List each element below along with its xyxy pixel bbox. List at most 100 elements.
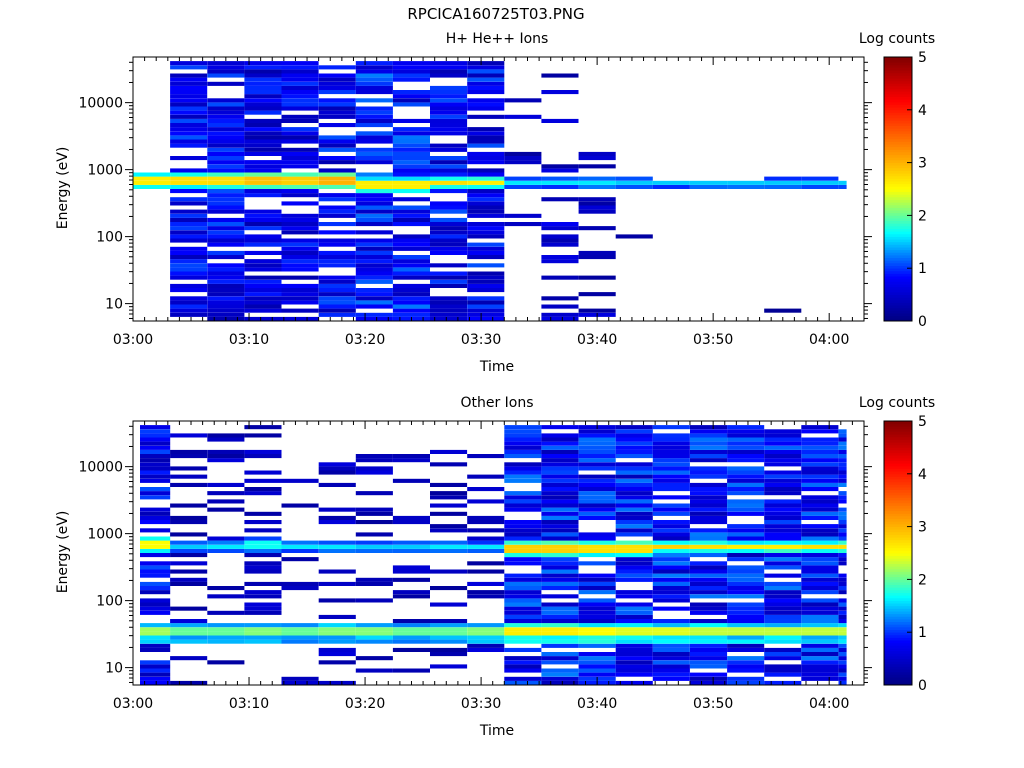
heatmap-cell <box>467 135 505 140</box>
heatmap-cell <box>244 478 282 483</box>
heatmap-cell <box>615 449 653 454</box>
heatmap-cell <box>541 610 579 615</box>
heatmap-cell <box>318 102 356 107</box>
colorbar-swatch <box>884 57 912 61</box>
heatmap-cell <box>652 548 690 553</box>
heatmap-cell <box>801 540 839 545</box>
colorbar-swatch <box>884 212 912 216</box>
colorbar-swatch <box>884 144 912 148</box>
heatmap-cell <box>392 143 430 148</box>
heatmap-cell <box>244 520 282 525</box>
heatmap-cell <box>764 503 802 508</box>
heatmap-cell <box>615 503 653 508</box>
heatmap-cell <box>244 139 282 144</box>
heatmap-cell <box>281 296 319 301</box>
heatmap-cell <box>244 217 282 222</box>
heatmap-cell <box>801 676 839 681</box>
heatmap-cell <box>838 544 847 549</box>
colorbar-swatch <box>884 257 912 261</box>
colorbar-swatch <box>884 481 912 485</box>
colorbar-swatch <box>884 260 912 264</box>
heatmap-cell <box>615 594 653 599</box>
heatmap-cell <box>318 73 356 78</box>
colorbar-swatch <box>884 645 912 649</box>
heatmap-cell <box>504 660 542 665</box>
heatmap-cell <box>838 536 847 541</box>
heatmap-cell <box>467 631 505 636</box>
heatmap-cell <box>652 180 690 185</box>
heatmap-cell <box>801 573 839 578</box>
heatmap-cell <box>430 263 468 268</box>
colorbar-swatch <box>884 576 912 580</box>
heatmap-cell <box>318 250 356 255</box>
heatmap-cell <box>801 639 839 644</box>
colorbar-swatch <box>884 207 912 211</box>
heatmap-cell <box>690 507 728 512</box>
heatmap-cell <box>541 635 579 640</box>
heatmap-cell <box>392 222 430 227</box>
heatmap-cell <box>430 180 468 185</box>
heatmap-cell <box>467 250 505 255</box>
heatmap-cell <box>727 544 765 549</box>
heatmap-cell <box>467 168 505 173</box>
heatmap-cell <box>140 495 171 500</box>
heatmap-cell <box>430 114 468 119</box>
heatmap-cell <box>355 255 393 260</box>
colorbar-swatch <box>884 75 912 79</box>
heatmap-cell <box>541 491 579 496</box>
heatmap-cell <box>244 296 282 301</box>
colorbar-swatch <box>884 487 912 491</box>
heatmap-cell <box>467 242 505 247</box>
heatmap-cell <box>392 118 430 123</box>
heatmap-cell <box>690 474 728 479</box>
heatmap-cell <box>392 61 430 66</box>
colorbar-swatch <box>884 560 912 564</box>
heatmap-cell <box>504 429 542 434</box>
heatmap-cell <box>207 172 245 177</box>
heatmap-cell <box>541 614 579 619</box>
colorbar-swatch <box>884 600 912 604</box>
colorbar-swatch <box>884 568 912 572</box>
heatmap-cell <box>244 234 282 239</box>
heatmap-cell <box>281 106 319 111</box>
heatmap-cell <box>430 94 468 99</box>
heatmap-cell <box>727 507 765 512</box>
heatmap-cell <box>467 316 505 321</box>
heatmap-cell <box>467 647 505 652</box>
heatmap-cell <box>504 213 542 218</box>
colorbar-swatch <box>884 473 912 477</box>
heatmap-cell <box>615 544 653 549</box>
colorbar-swatch <box>884 428 912 432</box>
heatmap-cell <box>170 454 208 459</box>
colorbar-swatch <box>884 223 912 227</box>
colorbar-swatch <box>884 265 912 269</box>
heatmap-cell <box>467 65 505 70</box>
heatmap-cell <box>504 639 542 644</box>
heatmap-cell <box>207 73 245 78</box>
heatmap-cell <box>838 445 847 450</box>
heatmap-cell <box>207 308 245 313</box>
heatmap-cell <box>207 300 245 305</box>
heatmap-cell <box>690 495 728 500</box>
heatmap-cell <box>392 242 430 247</box>
heatmap-cell <box>467 102 505 107</box>
colorbar-swatch <box>884 679 912 683</box>
heatmap-cell <box>207 135 245 140</box>
heatmap-cell <box>430 312 468 317</box>
heatmap-cell <box>578 255 616 260</box>
heatmap-cell <box>764 627 802 632</box>
heatmap-cell <box>392 283 430 288</box>
y-tick-label: 1000 <box>87 527 123 543</box>
heatmap-cell <box>578 635 616 640</box>
heatmap-cell <box>318 168 356 173</box>
heatmap-cell <box>467 520 505 525</box>
colorbar-swatch <box>884 502 912 506</box>
heatmap-cell <box>541 507 579 512</box>
heatmap-cell <box>467 139 505 144</box>
colorbar-swatch <box>884 658 912 662</box>
colorbar-swatch <box>884 112 912 116</box>
heatmap-cell <box>318 160 356 165</box>
colorbar-swatch <box>884 310 912 314</box>
heatmap-cell <box>392 98 430 103</box>
heatmap-cell <box>281 131 319 136</box>
